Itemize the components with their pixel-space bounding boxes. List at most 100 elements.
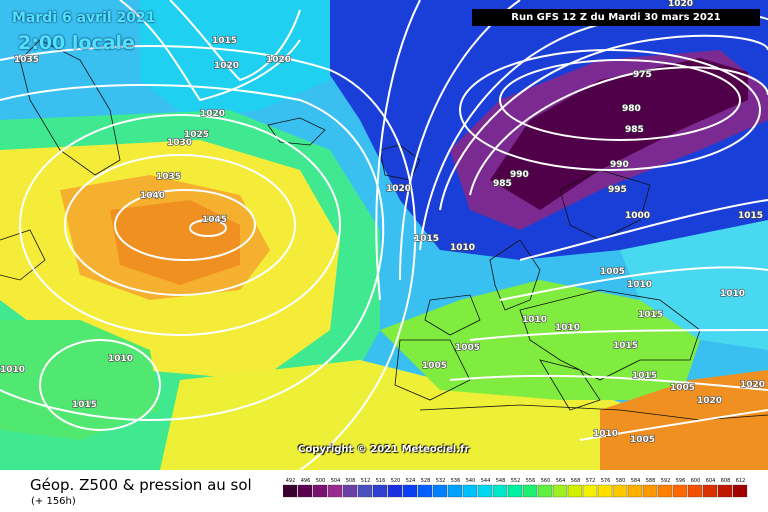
isobar-label: 1035: [14, 55, 39, 65]
scale-swatch: [642, 484, 658, 498]
scale-label: 516: [376, 478, 386, 484]
scale-swatch: [657, 484, 673, 498]
isobar-label: 1015: [638, 310, 663, 320]
isobar-label: 1005: [600, 267, 625, 277]
geopotential-map: 1035 1015 1020 1020 1020 1025 1030 1035 …: [0, 0, 768, 470]
isobar-label: 980: [622, 104, 641, 114]
scale-label: 564: [556, 478, 566, 484]
isobar-label: 1005: [455, 343, 480, 353]
scale-swatch: [297, 484, 313, 498]
isobar-label: 1015: [72, 400, 97, 410]
isobar-label: 990: [510, 170, 529, 180]
isobar-label: 1005: [670, 383, 695, 393]
legend-footer: Géop. Z500 & pression au sol (+ 156h) 49…: [0, 470, 768, 512]
isobar-label: 1010: [522, 315, 547, 325]
scale-label: 604: [706, 478, 716, 484]
scale-swatch: [522, 484, 538, 498]
isobar-label: 1020: [386, 184, 411, 194]
isobar-label: 1010: [0, 365, 25, 375]
isobar-label: 1010: [450, 243, 475, 253]
scale-swatch: [732, 484, 748, 498]
scale-label: 552: [511, 478, 521, 484]
isobar-label: 1010: [720, 289, 745, 299]
field-deep-orange-core: [110, 200, 240, 285]
scale-swatch: [627, 484, 643, 498]
scale-label: 584: [631, 478, 641, 484]
scale-swatch: [432, 484, 448, 498]
scale-swatch: [567, 484, 583, 498]
scale-swatch: [612, 484, 628, 498]
scale-swatch: [402, 484, 418, 498]
isobar-label: 1015: [212, 36, 237, 46]
scale-swatch: [672, 484, 688, 498]
scale-label: 532: [436, 478, 446, 484]
field-orange-southeast: [600, 370, 768, 470]
scale-label: 544: [481, 478, 491, 484]
isobar-label: 990: [610, 160, 629, 170]
scale-label: 528: [421, 478, 431, 484]
isobar-label: 1020: [266, 55, 291, 65]
isobar-label: 1020: [214, 61, 239, 71]
scale-label: 592: [661, 478, 671, 484]
scale-label: 600: [691, 478, 701, 484]
scale-label: 556: [526, 478, 536, 484]
isobar-label: 1010: [555, 323, 580, 333]
scale-label: 512: [361, 478, 371, 484]
field-dark-low-core: [490, 58, 748, 210]
scale-swatch: [702, 484, 718, 498]
field-cyan-east: [620, 220, 768, 350]
scale-label: 540: [466, 478, 476, 484]
forecast-date: Mardi 6 avril 2021: [12, 10, 156, 26]
isobar-labels: 1035 1015 1020 1020 1020 1025 1030 1035 …: [0, 0, 766, 446]
isobar-label: 1020: [668, 0, 693, 9]
isobar-label: 1020: [740, 380, 765, 390]
scale-label: 536: [451, 478, 461, 484]
isobar-label: 1045: [202, 215, 227, 225]
scale-swatch: [417, 484, 433, 498]
scale-label: 496: [301, 478, 311, 484]
scale-label: 576: [601, 478, 611, 484]
scale-swatch: [357, 484, 373, 498]
scale-label: 492: [286, 478, 296, 484]
scale-label: 580: [616, 478, 626, 484]
scale-label: 588: [646, 478, 656, 484]
scale-swatch: [447, 484, 463, 498]
scale-label: 568: [571, 478, 581, 484]
isobar-label: 995: [608, 185, 627, 195]
scale-swatch: [372, 484, 388, 498]
scale-swatch: [477, 484, 493, 498]
scale-swatch: [327, 484, 343, 498]
isobar-label: 985: [625, 125, 644, 135]
scale-swatch: [462, 484, 478, 498]
isobar-label: 1015: [632, 371, 657, 381]
isobar-label: 1020: [697, 396, 722, 406]
isobar-label: 1015: [613, 341, 638, 351]
scale-swatch: [342, 484, 358, 498]
scale-label: 560: [541, 478, 551, 484]
scale-label: 524: [406, 478, 416, 484]
isobar-label: 1035: [156, 172, 181, 182]
scale-label: 612: [736, 478, 746, 484]
scale-swatch: [387, 484, 403, 498]
scale-swatch: [507, 484, 523, 498]
isobar-label: 1020: [200, 109, 225, 119]
field-green-southwest: [0, 320, 160, 440]
copyright-notice: Copyright © 2021 Meteociel.fr: [298, 444, 470, 455]
scale-label: 608: [721, 478, 731, 484]
scale-swatch: [312, 484, 328, 498]
isobar-label: 1010: [627, 280, 652, 290]
isobar-label: 1005: [422, 361, 447, 371]
color-scale: 492 496 500 504 508 512 516 520 524 528 532 536 540 5…: [283, 478, 748, 498]
scale-swatch: [717, 484, 733, 498]
scale-swatch: [687, 484, 703, 498]
isobar-label: 1015: [414, 234, 439, 244]
isobar-label: 1010: [593, 429, 618, 439]
isobar-label: 1005: [630, 435, 655, 445]
scale-label: 572: [586, 478, 596, 484]
isobar-label: 1030: [167, 138, 192, 148]
isobar-label: 1000: [625, 211, 650, 221]
lead-time: (+ 156h): [31, 496, 76, 507]
forecast-local-time: 2:00 locale: [18, 32, 135, 54]
scale-label: 500: [316, 478, 326, 484]
